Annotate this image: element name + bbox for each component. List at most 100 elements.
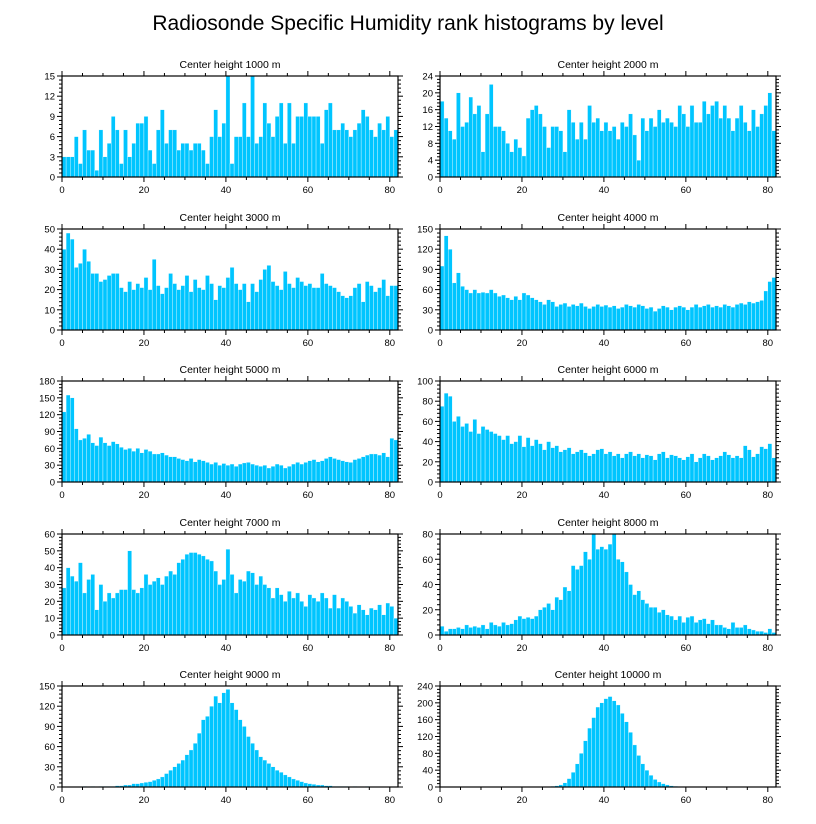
bar bbox=[283, 601, 288, 636]
bar bbox=[131, 450, 136, 483]
bar bbox=[164, 575, 169, 636]
bar bbox=[747, 130, 752, 178]
bar bbox=[636, 159, 641, 178]
bar bbox=[620, 713, 625, 788]
bar bbox=[534, 439, 539, 483]
bar bbox=[501, 439, 506, 483]
bar bbox=[78, 163, 83, 178]
bar bbox=[221, 463, 227, 483]
bar bbox=[652, 126, 658, 178]
bar bbox=[730, 457, 736, 483]
bar bbox=[348, 136, 354, 178]
bar bbox=[258, 756, 263, 788]
bar bbox=[61, 587, 67, 636]
bar bbox=[452, 628, 457, 636]
plot-frame bbox=[61, 228, 399, 331]
y-tick-label: 40 bbox=[44, 563, 55, 574]
bar bbox=[751, 629, 756, 636]
bar bbox=[501, 294, 506, 331]
x-tick-label: 60 bbox=[303, 643, 314, 654]
bar bbox=[665, 306, 670, 331]
bar bbox=[217, 702, 222, 788]
bar bbox=[710, 619, 715, 636]
bar bbox=[270, 597, 276, 636]
bar bbox=[611, 126, 617, 178]
bar bbox=[115, 273, 120, 331]
bar bbox=[599, 702, 605, 788]
bar bbox=[217, 464, 222, 483]
bar bbox=[205, 275, 210, 331]
y-tick-label: 150 bbox=[39, 393, 55, 404]
bar bbox=[697, 457, 703, 483]
bar bbox=[452, 282, 457, 331]
bar bbox=[258, 466, 263, 483]
y-tick-label: 8 bbox=[428, 139, 433, 150]
bar bbox=[722, 105, 728, 178]
bar bbox=[266, 587, 272, 636]
bar bbox=[689, 105, 695, 178]
bar bbox=[652, 459, 658, 483]
bar bbox=[389, 606, 395, 636]
bar bbox=[278, 289, 284, 331]
bar bbox=[562, 302, 568, 331]
bar bbox=[328, 607, 333, 636]
bar bbox=[730, 622, 736, 636]
bar bbox=[734, 304, 740, 331]
bar bbox=[352, 459, 358, 483]
bar bbox=[669, 615, 674, 636]
bar bbox=[381, 452, 386, 483]
bar bbox=[591, 533, 596, 636]
bar bbox=[315, 601, 321, 636]
bar bbox=[611, 700, 617, 788]
bar bbox=[65, 394, 71, 483]
bar bbox=[246, 736, 251, 788]
bar bbox=[229, 574, 235, 636]
bar bbox=[274, 769, 280, 788]
bar bbox=[497, 296, 502, 331]
bar bbox=[501, 130, 506, 178]
bar bbox=[168, 769, 173, 788]
y-tick-label: 0 bbox=[428, 631, 433, 642]
bar bbox=[369, 285, 374, 331]
bar bbox=[575, 138, 580, 178]
panel-title: Center height 7000 m bbox=[180, 517, 281, 529]
bar bbox=[86, 149, 91, 178]
bar bbox=[566, 447, 572, 483]
bar bbox=[164, 287, 169, 331]
bar bbox=[250, 283, 255, 331]
bar bbox=[587, 559, 592, 636]
bar bbox=[176, 289, 182, 331]
bar bbox=[90, 442, 95, 483]
bar bbox=[262, 269, 268, 331]
bar bbox=[324, 109, 329, 178]
bar bbox=[718, 117, 723, 178]
bar bbox=[730, 306, 736, 331]
bar bbox=[180, 143, 186, 178]
bar bbox=[603, 453, 609, 483]
bar bbox=[525, 117, 531, 178]
x-tick-label: 20 bbox=[517, 338, 528, 349]
bar bbox=[217, 285, 222, 331]
y-tick-label: 160 bbox=[417, 715, 433, 726]
bar bbox=[74, 428, 79, 483]
bar bbox=[147, 450, 153, 483]
bar bbox=[616, 453, 621, 483]
bar bbox=[139, 782, 145, 788]
y-tick-label: 120 bbox=[417, 732, 433, 743]
bar bbox=[151, 163, 157, 178]
bar bbox=[295, 462, 300, 483]
bar bbox=[307, 594, 313, 636]
bar bbox=[127, 156, 132, 178]
bar bbox=[242, 283, 247, 331]
bar bbox=[180, 459, 186, 483]
bar bbox=[640, 117, 646, 178]
bar bbox=[579, 753, 584, 788]
bar bbox=[767, 628, 773, 636]
bar bbox=[665, 117, 670, 178]
bar bbox=[460, 426, 465, 483]
bar bbox=[538, 443, 543, 483]
bar bbox=[287, 102, 292, 178]
bar bbox=[632, 134, 637, 178]
bar bbox=[759, 300, 764, 331]
y-tick-label: 90 bbox=[44, 427, 55, 438]
